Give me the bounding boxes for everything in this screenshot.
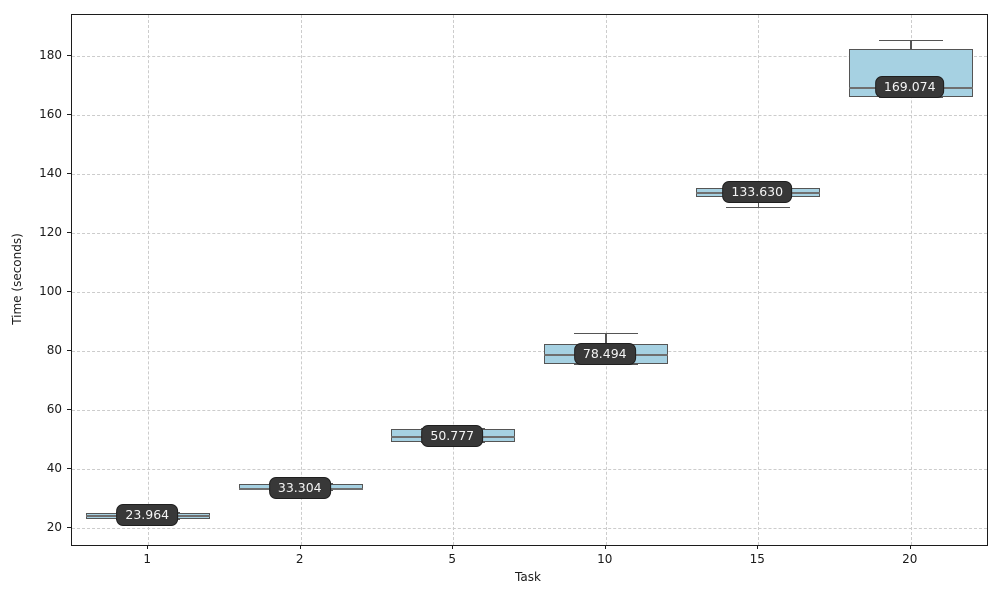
y-tick-label: 80 xyxy=(46,342,62,357)
x-gridline xyxy=(148,15,150,545)
x-tick-label: 20 xyxy=(902,552,918,566)
median-value-label: 169.074 xyxy=(874,76,945,99)
x-gridline xyxy=(605,15,607,545)
x-gridline xyxy=(758,15,760,545)
upper-whisker-cap xyxy=(573,332,638,335)
y-tick-mark xyxy=(67,349,71,351)
plot-area xyxy=(71,14,988,546)
median-value-label: 78.494 xyxy=(573,343,636,366)
x-gridline xyxy=(453,15,455,545)
y-tick-mark xyxy=(67,408,71,410)
y-gridline xyxy=(72,350,987,352)
x-tick-label: 10 xyxy=(597,552,613,566)
y-tick-label: 120 xyxy=(39,225,62,240)
y-tick-label: 60 xyxy=(46,401,62,416)
y-tick-mark xyxy=(67,232,71,234)
median-value-label: 23.964 xyxy=(116,504,179,527)
y-tick-label: 20 xyxy=(46,519,62,534)
y-gridline xyxy=(72,233,987,235)
y-tick-mark xyxy=(67,55,71,57)
x-tick-mark xyxy=(757,545,759,549)
x-tick-mark xyxy=(604,545,606,549)
y-tick-mark xyxy=(67,173,71,175)
y-gridline xyxy=(72,527,987,529)
y-tick-label: 180 xyxy=(39,48,62,63)
y-gridline xyxy=(72,174,987,176)
y-tick-mark xyxy=(67,291,71,292)
y-gridline xyxy=(72,409,987,411)
x-axis-label: Task xyxy=(515,570,541,584)
x-tick-mark xyxy=(299,545,301,549)
y-tick-label: 40 xyxy=(46,460,62,475)
upper-whisker xyxy=(910,39,912,49)
y-tick-label: 160 xyxy=(39,107,62,122)
y-gridline xyxy=(72,56,987,58)
x-gridline xyxy=(910,15,912,545)
x-gridline xyxy=(300,15,302,545)
y-tick-mark xyxy=(67,526,71,528)
y-tick-mark xyxy=(67,467,71,469)
y-tick-mark xyxy=(67,114,71,116)
y-tick-label: 140 xyxy=(39,166,62,181)
x-tick-label: 1 xyxy=(143,552,152,566)
upper-whisker-cap xyxy=(878,39,943,42)
y-gridline xyxy=(72,468,987,470)
median-value-label: 33.304 xyxy=(268,476,331,499)
y-gridline xyxy=(72,292,987,293)
upper-whisker xyxy=(605,332,607,345)
x-tick-label: 15 xyxy=(749,552,765,566)
median-value-label: 133.630 xyxy=(722,180,793,203)
y-gridline xyxy=(72,115,987,117)
lower-whisker-cap xyxy=(726,206,791,209)
x-tick-mark xyxy=(147,545,149,549)
median-value-label: 50.777 xyxy=(421,425,484,448)
x-tick-label: 2 xyxy=(295,552,304,566)
x-tick-mark xyxy=(909,545,911,549)
x-tick-mark xyxy=(452,545,454,549)
x-tick-label: 5 xyxy=(448,552,457,566)
y-tick-label: 100 xyxy=(39,284,62,298)
